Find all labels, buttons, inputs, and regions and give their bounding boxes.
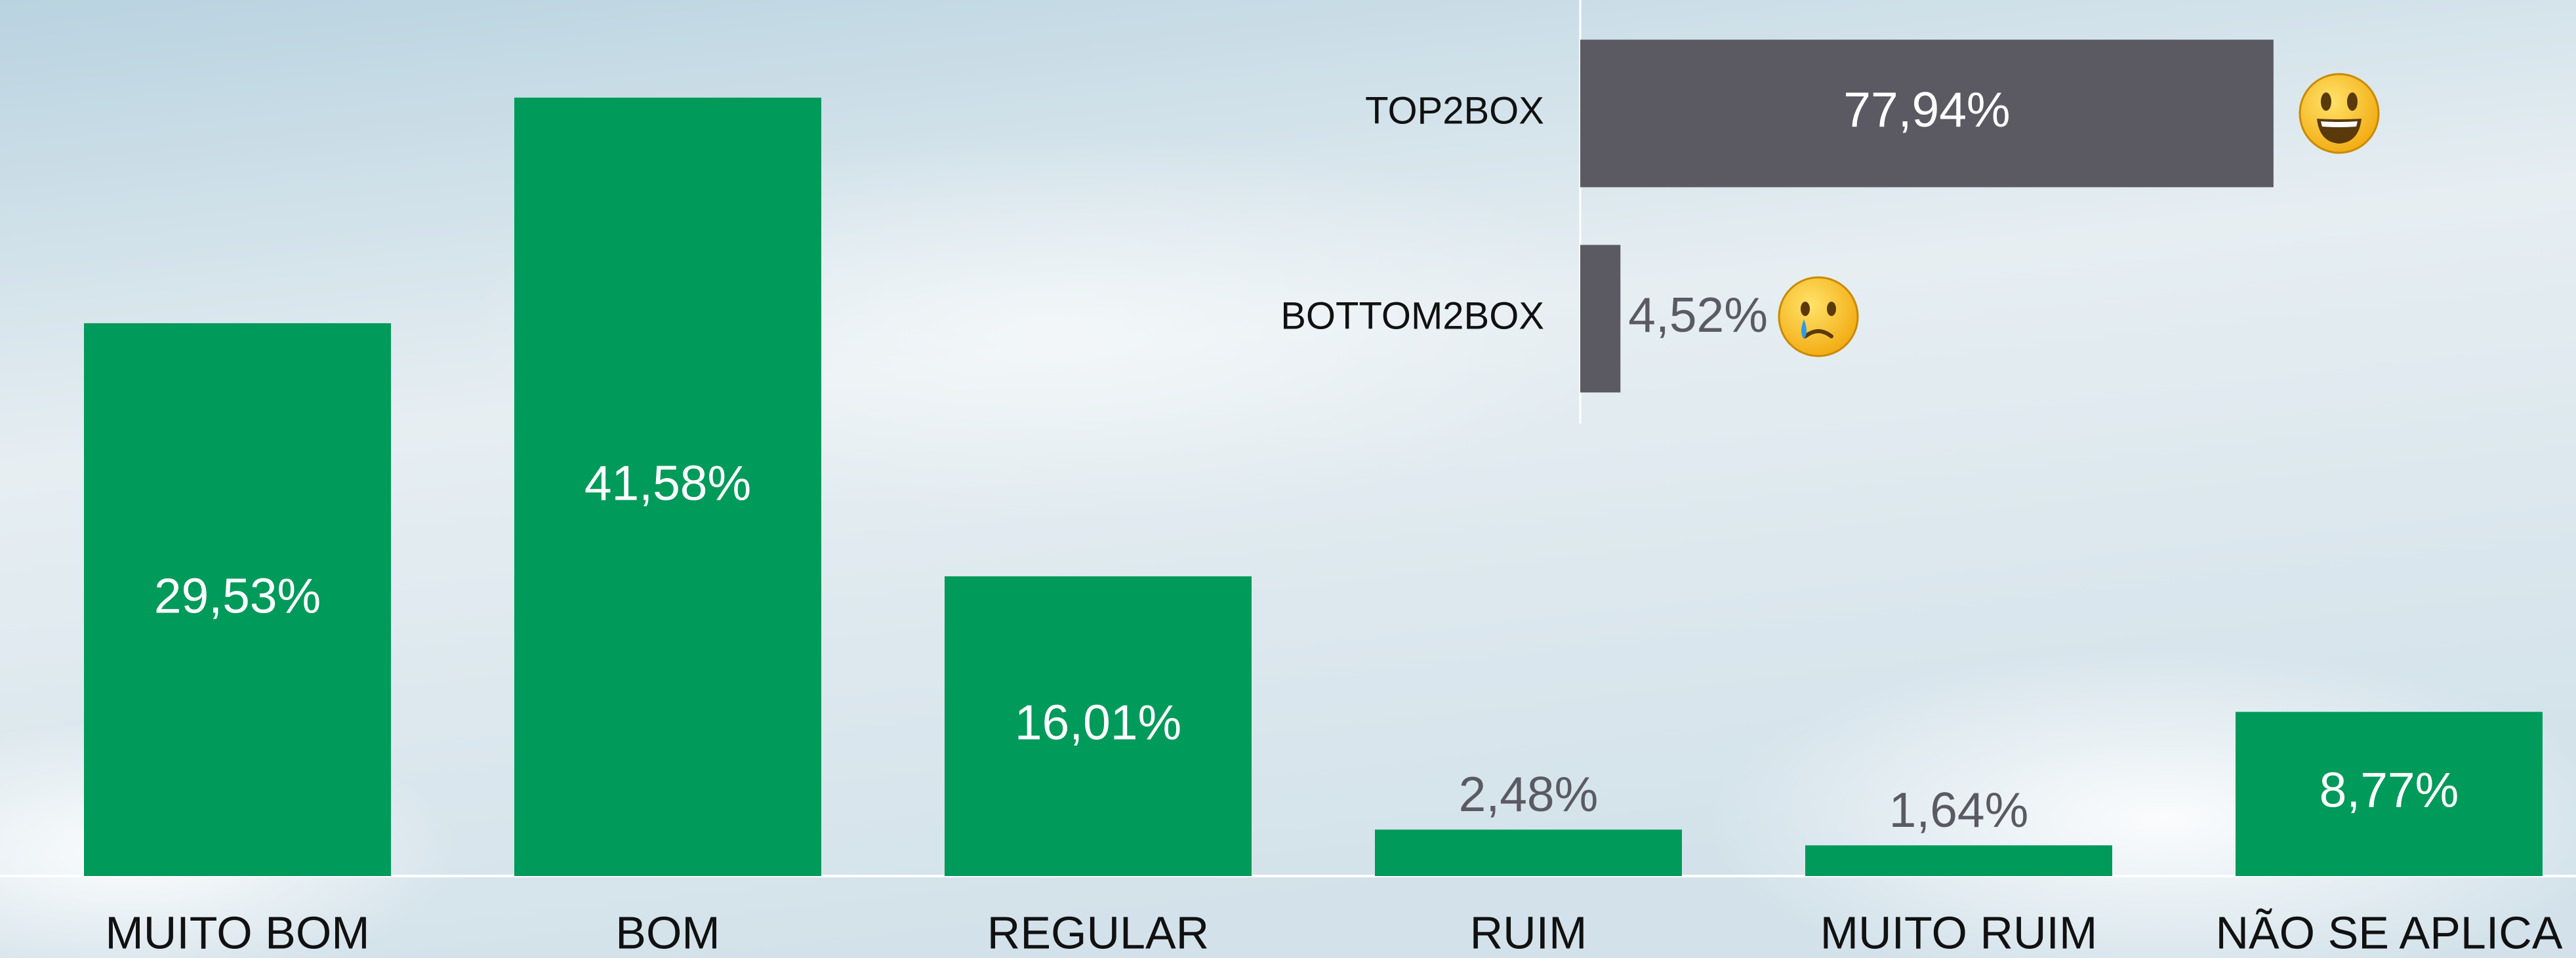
happy-emoji (2300, 74, 2379, 153)
value-label: 29,53% (154, 568, 321, 623)
y-tick-label: BOTTOM2BOX (1280, 294, 1544, 337)
value-label: 1,64% (1889, 782, 2029, 837)
x-tick-label: BOM (615, 907, 720, 958)
bar (1580, 245, 1620, 393)
x-tick-label: MUITO RUIM (1820, 907, 2098, 958)
chart: 29,53% MUITO BOM 41,58% BOM 16,01% REGULAR 2,4… (0, 0, 2576, 958)
x-tick-label: RUIM (1470, 907, 1587, 958)
value-label: 2,48% (1459, 767, 1599, 822)
value-label: 8,77% (2320, 763, 2459, 818)
value-label: 16,01% (1015, 694, 1181, 749)
value-label: 77,94% (1843, 82, 2010, 137)
page: 29,53% MUITO BOM 41,58% BOM 16,01% REGULAR 2,4… (0, 0, 2576, 958)
x-tick-label: REGULAR (987, 907, 1209, 958)
bar (1375, 829, 1682, 876)
sad-emoji (1779, 277, 1858, 356)
value-label: 41,58% (584, 455, 751, 510)
value-label: 4,52% (1628, 287, 1768, 342)
bar (1805, 845, 2112, 876)
y-tick-label: TOP2BOX (1365, 89, 1544, 132)
x-tick-label: NÃO SE APLICA (2215, 907, 2562, 958)
x-tick-label: MUITO BOM (105, 907, 369, 958)
